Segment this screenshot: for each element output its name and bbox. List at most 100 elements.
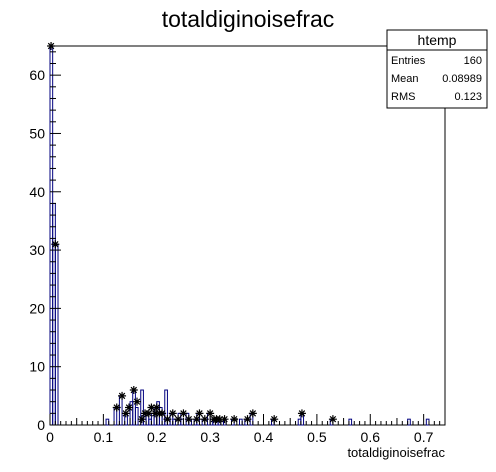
data-marker — [47, 42, 56, 50]
data-marker — [137, 415, 146, 424]
marker-star — [144, 409, 153, 418]
data-marker — [125, 403, 133, 412]
x-tick-label: 0.4 — [254, 429, 274, 445]
marker-star — [125, 403, 133, 412]
marker-star — [51, 240, 60, 249]
y-tick-label: 0 — [37, 417, 45, 433]
marker-star — [158, 409, 167, 418]
x-tick-label: 0.6 — [361, 429, 381, 445]
stats-label: RMS — [391, 91, 415, 103]
marker-star — [297, 409, 306, 418]
stats-value: 0.08989 — [442, 73, 482, 85]
marker-star — [118, 391, 127, 400]
marker-star — [243, 415, 252, 424]
data-marker — [206, 409, 215, 418]
marker-star — [195, 409, 204, 418]
data-marker — [248, 409, 257, 418]
marker-star — [174, 415, 183, 424]
y-tick-label: 40 — [29, 184, 45, 200]
marker-star — [47, 42, 56, 50]
stats-label: Entries — [391, 55, 426, 67]
data-marker — [168, 409, 177, 418]
stats-label: Mean — [391, 73, 419, 85]
data-marker — [184, 415, 193, 424]
y-tick-label: 60 — [29, 67, 45, 83]
marker-star — [192, 415, 201, 424]
data-marker — [270, 415, 279, 424]
marker-star — [206, 409, 215, 418]
data-marker — [118, 391, 127, 400]
data-marker — [179, 409, 188, 418]
marker-star — [112, 403, 121, 412]
data-marker — [328, 415, 337, 424]
y-tick-label: 50 — [29, 125, 45, 141]
marker-star — [152, 403, 161, 412]
marker-star — [137, 415, 146, 424]
x-tick-label: 0.5 — [307, 429, 327, 445]
data-marker — [220, 415, 229, 424]
data-marker — [133, 397, 142, 406]
y-tick-label: 30 — [29, 242, 45, 258]
data-marker — [129, 386, 138, 395]
marker-star — [328, 415, 337, 424]
marker-star — [129, 386, 138, 395]
marker-star — [270, 415, 279, 424]
x-tick-label: 0.1 — [94, 429, 114, 445]
data-marker — [215, 415, 224, 424]
marker-star — [184, 415, 193, 424]
marker-star — [151, 409, 160, 418]
data-marker — [297, 409, 306, 418]
plot-frame — [49, 45, 446, 426]
stats-box-title: htemp — [418, 32, 457, 48]
stats-box-rows: Entries 160 Mean 0.08989 RMS 0.123 — [391, 55, 482, 103]
x-tick-label: 0.3 — [200, 429, 220, 445]
data-marker — [144, 409, 153, 418]
histogram-bar — [140, 389, 144, 426]
marker-star — [179, 409, 188, 418]
data-marker — [158, 409, 167, 418]
marker-star — [147, 403, 156, 412]
data-marker — [243, 415, 252, 424]
histogram-bar — [164, 389, 168, 426]
data-marker — [200, 415, 209, 424]
stats-value: 0.123 — [454, 91, 482, 103]
histogram-bar — [54, 243, 59, 426]
data-marker — [230, 415, 239, 424]
data-marker — [192, 415, 201, 424]
histogram-bar — [134, 407, 139, 426]
data-markers — [47, 42, 337, 424]
data-marker — [163, 415, 172, 424]
marker-star — [200, 415, 209, 424]
marker-star — [230, 415, 239, 424]
data-marker — [121, 409, 130, 418]
data-marker — [152, 403, 161, 412]
histogram-bar — [118, 395, 123, 426]
data-marker — [195, 409, 204, 418]
y-axis: 0 10 20 30 40 50 60 — [29, 51, 61, 433]
marker-star — [163, 415, 172, 424]
marker-star — [168, 409, 177, 418]
marker-star — [133, 397, 142, 406]
marker-star — [121, 409, 130, 418]
data-marker — [112, 403, 121, 412]
y-tick-label: 10 — [29, 359, 45, 375]
data-marker — [51, 240, 60, 249]
x-axis: 0 0.1 0.2 0.3 0.4 0.5 0.6 0.7 — [46, 414, 446, 445]
data-marker — [147, 403, 156, 412]
marker-star — [220, 415, 229, 424]
data-marker — [151, 409, 160, 418]
marker-star — [215, 415, 224, 424]
stats-box: htemp Entries 160 Mean 0.08989 RMS 0.123 — [386, 29, 488, 109]
x-axis-label: totaldiginoisefrac — [347, 445, 445, 460]
x-tick-label: 0 — [46, 429, 54, 445]
data-marker — [174, 415, 183, 424]
marker-star — [248, 409, 257, 418]
x-tick-label: 0.7 — [414, 429, 434, 445]
y-tick-label: 20 — [29, 300, 45, 316]
stats-value: 160 — [464, 55, 482, 67]
chart-title: totaldiginoisefrac — [162, 6, 335, 32]
histogram-bars — [49, 45, 430, 426]
stats-box-frame — [386, 29, 488, 109]
x-tick-label: 0.2 — [147, 429, 167, 445]
